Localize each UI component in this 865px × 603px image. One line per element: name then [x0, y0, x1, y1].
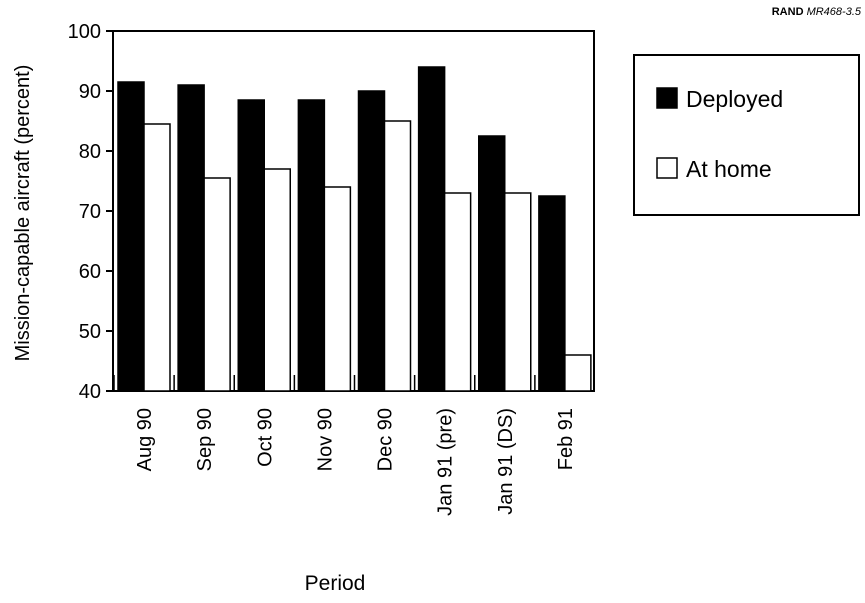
- x-tick-label: Feb 91: [555, 408, 577, 470]
- x-tick-label: Dec 90: [375, 408, 397, 471]
- y-tick-label: 100: [68, 21, 101, 43]
- x-tick-label: Jan 91 (pre): [435, 408, 457, 516]
- bar-deployed: [117, 81, 145, 392]
- legend-box: [633, 54, 860, 216]
- bar-deployed: [297, 99, 326, 392]
- y-tick-label: 80: [79, 141, 101, 163]
- bar-at-home: [383, 120, 412, 392]
- bar-at-home: [263, 168, 291, 392]
- bar-deployed: [357, 90, 386, 392]
- bar-at-home: [504, 192, 532, 392]
- y-tick-label: 90: [79, 81, 101, 103]
- legend-swatch-at-home: [656, 157, 678, 179]
- x-tick-label: Aug 90: [134, 408, 156, 471]
- x-tick-label: Oct 90: [254, 408, 276, 467]
- legend-label: At home: [686, 156, 772, 182]
- source-org: RAND: [771, 6, 804, 18]
- bar-at-home: [323, 186, 352, 392]
- x-axis-ticks: Aug 90 Sep 90 Oct 90 Nov 90 Dec 90 Jan 91 (pr…: [134, 408, 577, 516]
- bar-deployed: [237, 99, 265, 392]
- legend-swatch-deployed: [656, 87, 678, 109]
- y-axis-title: Mission-capable aircraft (percent): [12, 65, 34, 362]
- bar-at-home: [203, 177, 231, 392]
- legend: Deployed At home: [633, 54, 860, 216]
- bar-at-home: [143, 123, 171, 392]
- y-tick-label: 50: [79, 321, 101, 343]
- y-tick-label: 70: [79, 201, 101, 223]
- bar-at-home: [564, 354, 592, 392]
- bar-at-home: [443, 192, 472, 392]
- y-tick-label: 40: [79, 381, 101, 403]
- x-tick-label: Sep 90: [194, 408, 216, 471]
- y-axis-ticks: 40 50 60 70 80 90 100: [68, 21, 113, 403]
- source-note: RAND MR468-3.5: [772, 6, 861, 18]
- x-axis-title: Period: [305, 572, 366, 595]
- bar-deployed: [538, 195, 566, 392]
- bar-deployed: [417, 66, 446, 392]
- bars: [113, 66, 592, 392]
- legend-label: Deployed: [686, 86, 783, 112]
- x-tick-label: Nov 90: [314, 408, 336, 471]
- y-axis-title-text: Mission-capable aircraft (percent): [12, 65, 34, 362]
- y-tick-label: 60: [79, 261, 101, 283]
- bar-deployed: [478, 135, 506, 392]
- source-id: MR468-3.5: [806, 6, 861, 18]
- plot-frame: [112, 30, 595, 392]
- x-tick-label: Jan 91 (DS): [495, 408, 517, 515]
- bar-deployed: [177, 84, 205, 392]
